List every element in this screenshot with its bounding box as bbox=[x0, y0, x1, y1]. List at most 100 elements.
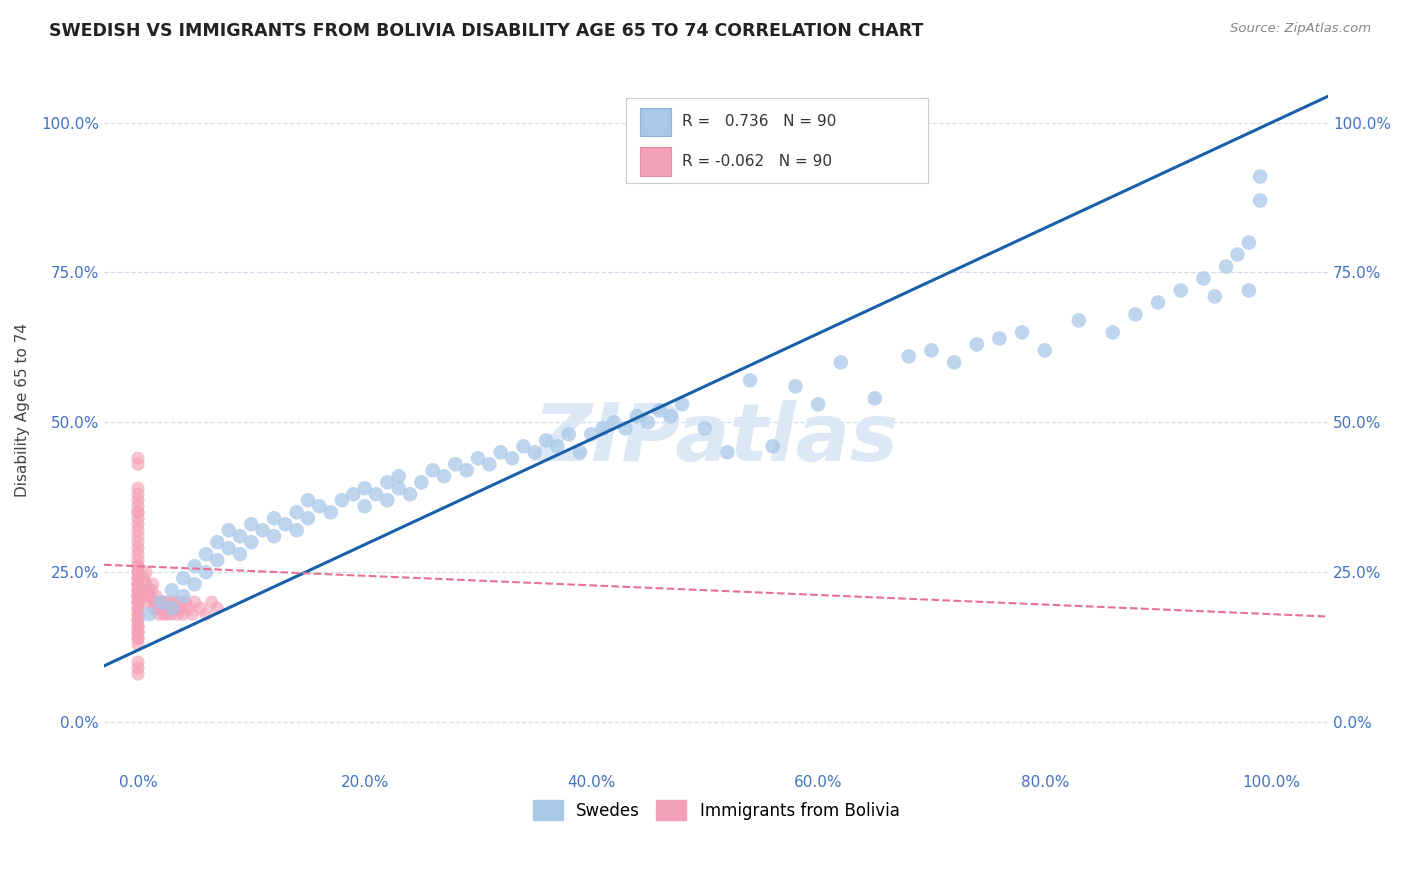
Point bbox=[127, 523, 149, 537]
Point bbox=[195, 547, 218, 561]
Point bbox=[229, 529, 252, 543]
Point bbox=[353, 500, 375, 514]
Point bbox=[1011, 326, 1033, 340]
Point bbox=[943, 355, 966, 369]
Point bbox=[127, 583, 149, 598]
Point bbox=[155, 601, 177, 615]
Point bbox=[444, 458, 467, 472]
Point bbox=[138, 607, 160, 622]
Point bbox=[127, 481, 149, 495]
Point bbox=[830, 355, 852, 369]
Text: R =   0.736   N = 90: R = 0.736 N = 90 bbox=[682, 114, 837, 129]
Point bbox=[467, 451, 489, 466]
Point bbox=[166, 607, 188, 622]
Point bbox=[1237, 235, 1260, 250]
Point bbox=[557, 427, 579, 442]
Point bbox=[148, 607, 170, 622]
Point bbox=[127, 631, 149, 645]
Point bbox=[127, 583, 149, 598]
Point bbox=[127, 619, 149, 633]
Point bbox=[218, 523, 240, 537]
Point bbox=[501, 451, 523, 466]
Point bbox=[1215, 260, 1237, 274]
Point bbox=[127, 619, 149, 633]
Point bbox=[127, 637, 149, 651]
Point bbox=[141, 583, 163, 598]
Point bbox=[897, 350, 920, 364]
Point bbox=[422, 463, 444, 477]
Point bbox=[659, 409, 682, 424]
Point bbox=[738, 373, 761, 387]
Point bbox=[637, 415, 659, 429]
Point bbox=[218, 541, 240, 556]
Point bbox=[966, 337, 988, 351]
Point bbox=[240, 535, 263, 549]
Point bbox=[149, 595, 172, 609]
Point bbox=[127, 613, 149, 627]
Point bbox=[127, 517, 149, 532]
Point bbox=[150, 595, 173, 609]
Legend: Swedes, Immigrants from Bolivia: Swedes, Immigrants from Bolivia bbox=[526, 794, 907, 826]
Point bbox=[353, 481, 375, 495]
Point bbox=[807, 397, 830, 411]
Point bbox=[274, 517, 297, 532]
Point bbox=[188, 601, 211, 615]
Point bbox=[375, 475, 398, 490]
Point bbox=[285, 505, 308, 519]
Point bbox=[592, 421, 614, 435]
Point bbox=[127, 667, 149, 681]
Point bbox=[132, 583, 155, 598]
Text: Source: ZipAtlas.com: Source: ZipAtlas.com bbox=[1230, 22, 1371, 36]
Point bbox=[127, 505, 149, 519]
Point bbox=[581, 427, 603, 442]
Point bbox=[149, 601, 172, 615]
Point bbox=[127, 458, 149, 472]
Point bbox=[127, 571, 149, 585]
Point bbox=[127, 535, 149, 549]
Point bbox=[156, 607, 179, 622]
Point bbox=[716, 445, 738, 459]
Point bbox=[1237, 284, 1260, 298]
Point bbox=[127, 655, 149, 669]
Point bbox=[145, 589, 167, 603]
Point bbox=[163, 595, 186, 609]
Point bbox=[127, 493, 149, 508]
Point bbox=[148, 595, 170, 609]
Point bbox=[127, 500, 149, 514]
Point bbox=[569, 445, 592, 459]
Point bbox=[127, 631, 149, 645]
Point bbox=[183, 577, 205, 591]
Point bbox=[127, 451, 149, 466]
Point bbox=[181, 607, 204, 622]
Point bbox=[142, 577, 165, 591]
Point bbox=[127, 595, 149, 609]
Point bbox=[136, 589, 159, 603]
Point bbox=[195, 607, 218, 622]
Point bbox=[127, 661, 149, 675]
Point bbox=[263, 511, 285, 525]
Point bbox=[523, 445, 546, 459]
Point bbox=[127, 559, 149, 574]
Point bbox=[920, 343, 942, 358]
Point bbox=[1067, 313, 1090, 327]
Point bbox=[143, 595, 166, 609]
Point bbox=[1033, 343, 1056, 358]
Point bbox=[207, 601, 229, 615]
Point bbox=[489, 445, 512, 459]
Point bbox=[693, 421, 716, 435]
Point bbox=[127, 601, 149, 615]
Point bbox=[1147, 295, 1170, 310]
Text: SWEDISH VS IMMIGRANTS FROM BOLIVIA DISABILITY AGE 65 TO 74 CORRELATION CHART: SWEDISH VS IMMIGRANTS FROM BOLIVIA DISAB… bbox=[49, 22, 924, 40]
Point bbox=[263, 529, 285, 543]
Point bbox=[127, 613, 149, 627]
Point bbox=[159, 601, 181, 615]
Point bbox=[177, 601, 200, 615]
Point bbox=[988, 331, 1011, 345]
Point bbox=[207, 535, 229, 549]
Point bbox=[136, 583, 159, 598]
Point bbox=[127, 589, 149, 603]
Point bbox=[135, 565, 157, 579]
Point bbox=[285, 523, 308, 537]
Point bbox=[160, 607, 183, 622]
Point bbox=[603, 415, 626, 429]
